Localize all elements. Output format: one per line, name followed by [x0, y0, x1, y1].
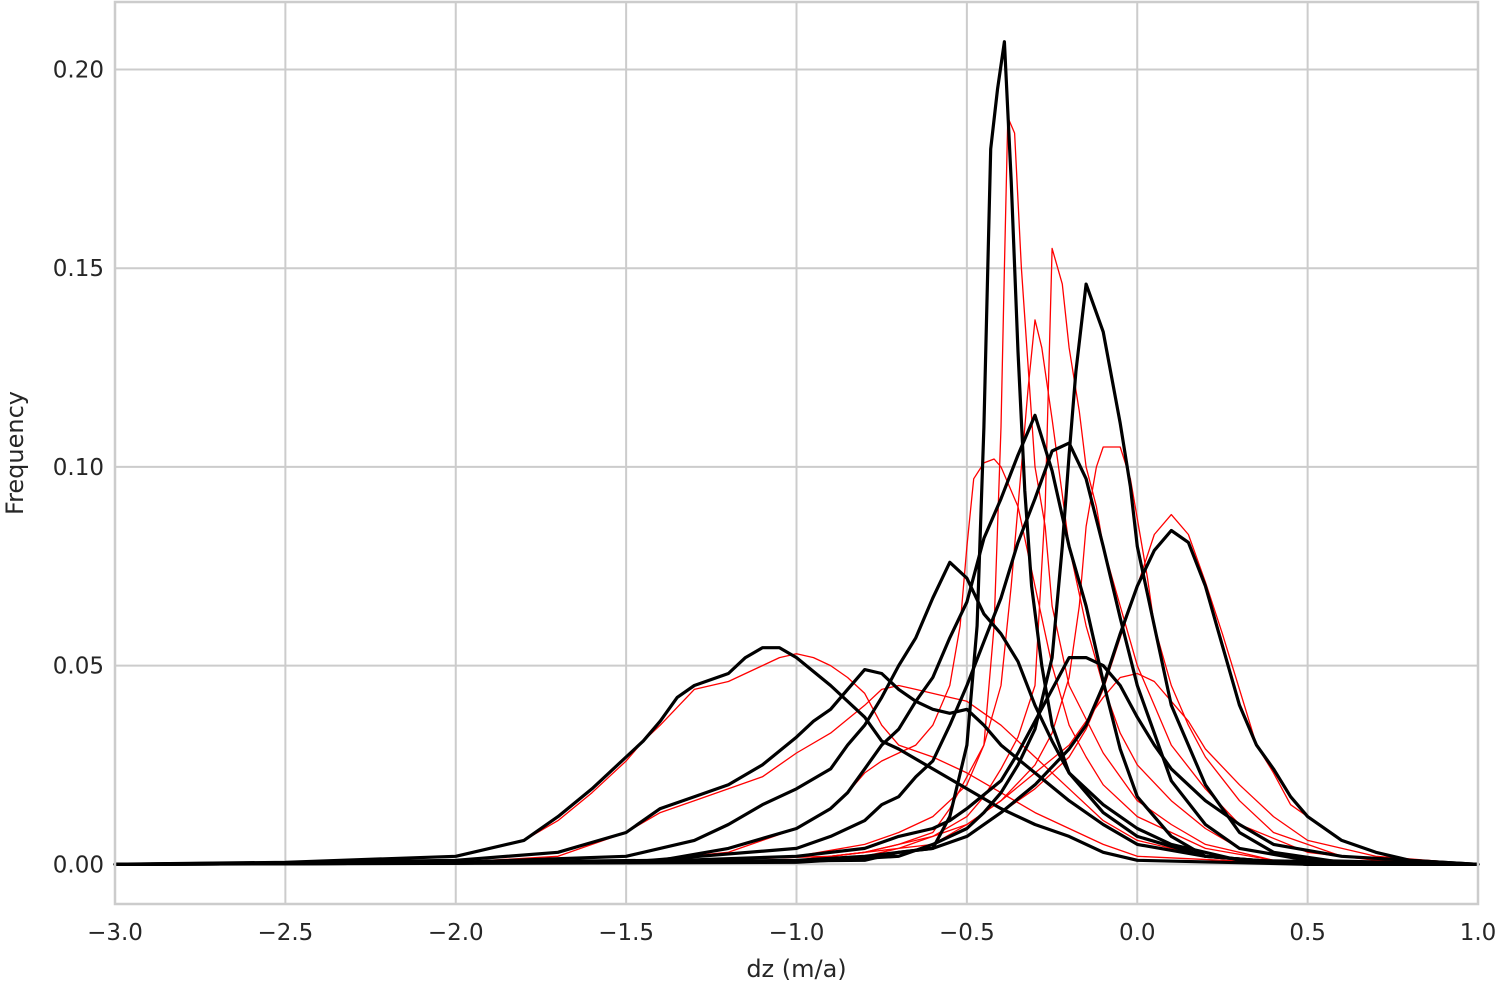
y-tick-label: 0.05: [53, 654, 104, 680]
red-series-line: [114, 684, 1479, 865]
black-series-line: [113, 282, 1480, 866]
grid-lines: [114, 2, 1479, 904]
x-tick-label: −2.0: [428, 920, 484, 946]
x-tick-label: −1.0: [769, 920, 825, 946]
plot-frame: [113, 0, 1480, 906]
x-tick-label: 0.0: [1119, 920, 1156, 946]
black-series-line: [113, 441, 1480, 866]
x-axis-label: dz (m/a): [746, 955, 846, 983]
red-series-line: [114, 653, 1479, 865]
black-series-line: [113, 560, 1480, 866]
y-tick-label: 0.00: [53, 852, 104, 878]
x-tick-label: −3.0: [87, 920, 143, 946]
y-tick-label: 0.20: [53, 58, 104, 84]
y-tick-labels: 0.00 0.05 0.10 0.15 0.20: [53, 58, 104, 879]
y-tick-label: 0.15: [53, 256, 104, 282]
red-series-line: [114, 247, 1479, 865]
red-series-line: [114, 319, 1479, 865]
x-tick-label: −1.5: [598, 920, 654, 946]
black-series-line: [113, 528, 1480, 866]
x-tick-label: −2.5: [257, 920, 313, 946]
red-series-line: [114, 672, 1479, 865]
x-tick-label: 1.0: [1460, 920, 1497, 946]
black-series-group: [113, 40, 1480, 866]
black-series-line: [113, 656, 1480, 866]
x-tick-label: 0.5: [1289, 920, 1326, 946]
black-series-line: [113, 413, 1480, 866]
x-tick-labels: −3.0 −2.5 −2.0 −1.5 −1.0 −0.5 0.0 0.5 1.0: [87, 920, 1496, 946]
black-series-line: [113, 646, 1480, 866]
black-series-line: [113, 668, 1480, 866]
x-tick-label: −0.5: [939, 920, 995, 946]
y-tick-label: 0.10: [53, 455, 104, 481]
y-axis-label: Frequency: [1, 391, 29, 515]
